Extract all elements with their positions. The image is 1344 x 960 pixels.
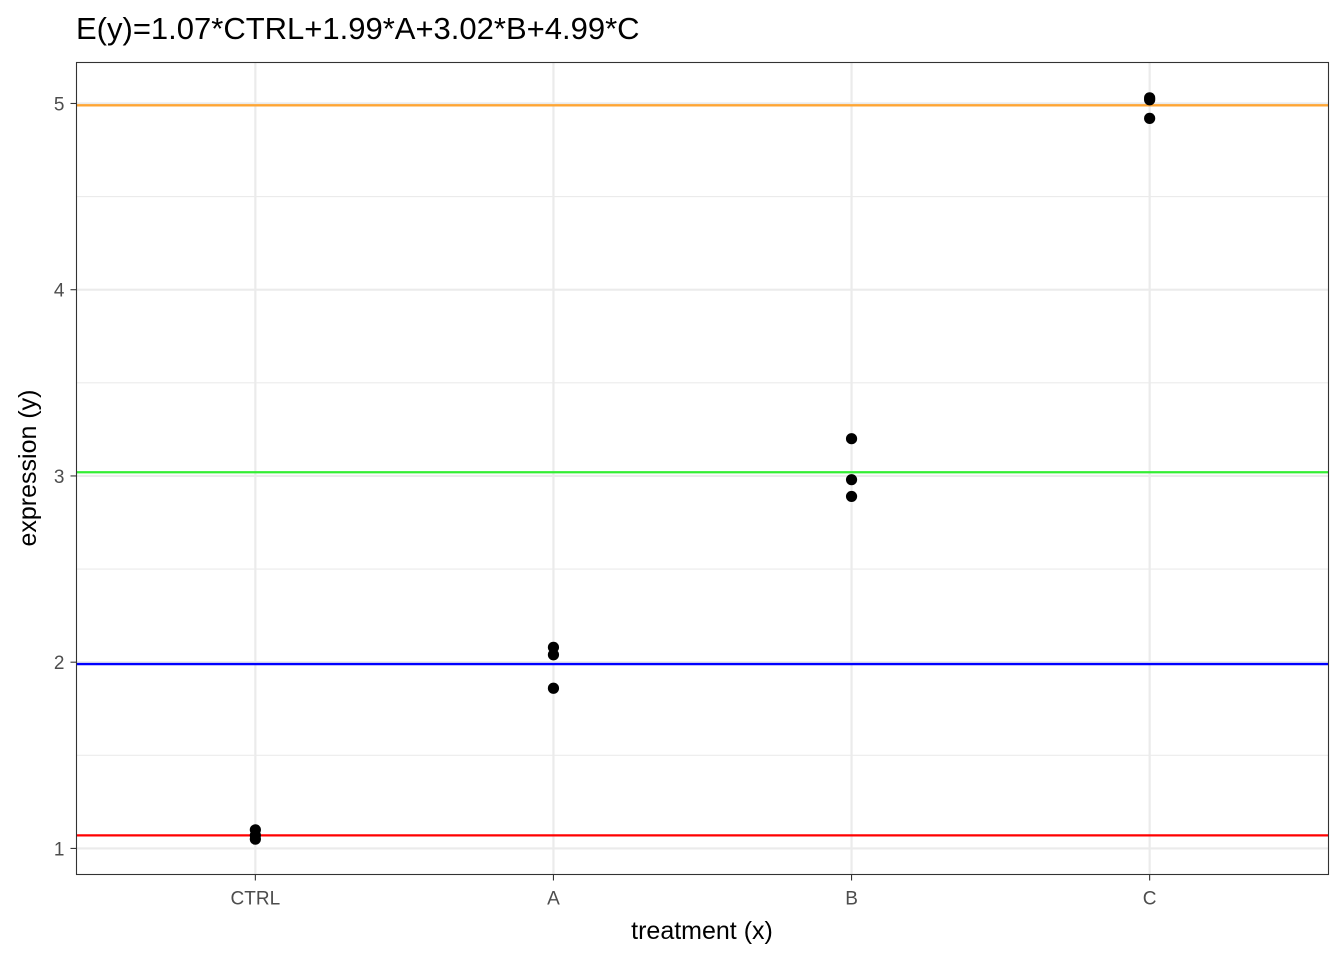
data-point <box>845 433 858 445</box>
x-tick-label: CTRL <box>231 889 281 910</box>
y-axis-title: expression (y) <box>14 390 42 547</box>
minor-gridlines <box>76 196 1329 756</box>
data-point <box>845 490 858 503</box>
y-tick-label: 3 <box>54 467 65 488</box>
data-point <box>547 682 560 694</box>
chart-title: E(y)=1.07*CTRL+1.99*A+3.02*B+4.99*C <box>76 11 640 46</box>
x-tick-label: C <box>1143 889 1157 910</box>
x-axis-title: treatment (x) <box>631 917 773 945</box>
x-tick-label: B <box>845 889 858 910</box>
x-axis: CTRL A B C <box>231 874 1157 910</box>
y-tick-label: 1 <box>54 839 65 860</box>
major-gridlines <box>76 62 1329 875</box>
y-tick-label: 2 <box>54 653 65 674</box>
data-points <box>249 92 1156 845</box>
data-point <box>547 649 560 661</box>
y-axis: 1 2 3 4 5 <box>54 94 77 860</box>
plot-panel-border <box>75 61 1330 876</box>
data-point <box>249 833 261 845</box>
data-point <box>1144 112 1156 124</box>
reference-lines <box>76 104 1329 837</box>
y-tick-label: 4 <box>54 281 65 302</box>
x-tick-label: A <box>547 889 560 910</box>
y-tick-label: 5 <box>54 94 65 115</box>
data-point <box>845 474 858 486</box>
data-point <box>1144 94 1156 106</box>
